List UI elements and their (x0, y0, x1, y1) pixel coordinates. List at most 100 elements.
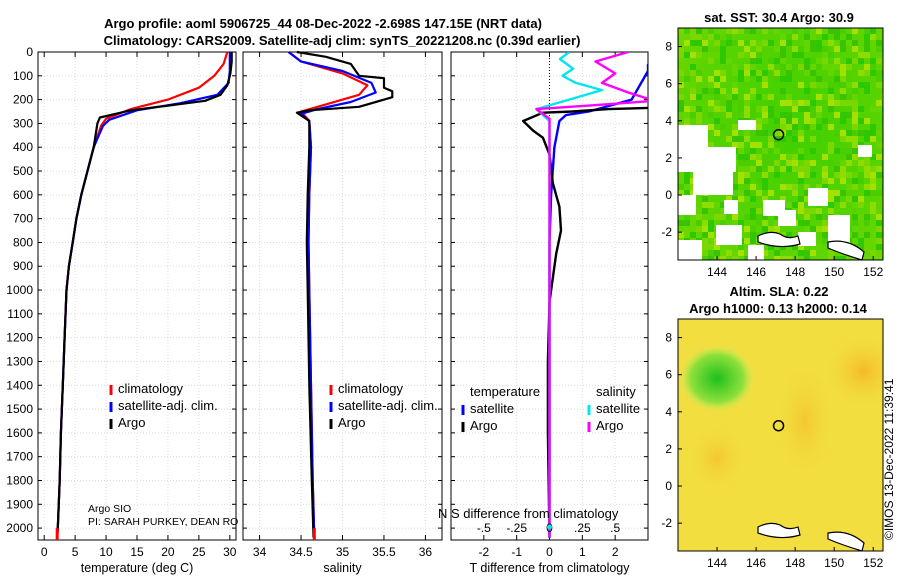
sst-pixel (852, 100, 858, 106)
sst-pixel (738, 76, 744, 82)
sst-pixel (846, 94, 852, 100)
sst-pixel (768, 40, 774, 46)
sst-pixel (828, 196, 834, 202)
sst-pixel (750, 142, 756, 148)
sst-no-data (716, 225, 742, 245)
sst-pixel (870, 136, 876, 142)
sst-pixel (750, 52, 756, 58)
sst-pixel (732, 40, 738, 46)
x-tick-label: 1 (579, 545, 586, 559)
sst-pixel (720, 220, 726, 226)
sst-pixel (678, 172, 684, 178)
sst-pixel (816, 136, 822, 142)
sst-pixel (762, 70, 768, 76)
sst-pixel (816, 40, 822, 46)
sst-pixel (738, 178, 744, 184)
sst-pixel (702, 88, 708, 94)
sst-pixel (744, 166, 750, 172)
sst-pixel (756, 154, 762, 160)
sst-pixel (708, 112, 714, 118)
sst-pixel (846, 82, 852, 88)
sst-pixel (804, 190, 810, 196)
sst-no-data (678, 240, 702, 260)
sst-pixel (756, 40, 762, 46)
sst-pixel (792, 34, 798, 40)
x-tick-label: 150 (824, 265, 844, 279)
sst-pixel (828, 208, 834, 214)
sst-pixel (786, 106, 792, 112)
sst-pixel (792, 154, 798, 160)
sst-pixel (768, 136, 774, 142)
sst-pixel (876, 70, 882, 76)
sst-pixel (768, 160, 774, 166)
sst-pixel (732, 70, 738, 76)
sst-pixel (852, 154, 858, 160)
sst-pixel (822, 154, 828, 160)
sst-pixel (690, 88, 696, 94)
map-frame (677, 318, 884, 552)
sst-pixel (846, 172, 852, 178)
sst-pixel (738, 196, 744, 202)
sst-pixel (834, 28, 840, 34)
sst-pixel (744, 70, 750, 76)
sst-pixel (762, 214, 768, 220)
sst-pixel (744, 52, 750, 58)
sst-pixel (870, 34, 876, 40)
legend-label: climatology (338, 381, 404, 396)
x-tick-label: 34 (253, 545, 267, 559)
sst-pixel (858, 52, 864, 58)
sst-pixel (804, 64, 810, 70)
legend-label: satellite-adj. clim. (118, 398, 218, 413)
sst-pixel (738, 148, 744, 154)
sst-pixel (852, 196, 858, 202)
y-tick-label: 1400 (6, 378, 33, 392)
sst-pixel (744, 40, 750, 46)
sst-pixel (852, 136, 858, 142)
x-tick-label: 150 (824, 556, 844, 570)
sst-pixel (738, 190, 744, 196)
sst-pixel (750, 232, 756, 238)
y-tick-label: 400 (13, 140, 33, 154)
sst-pixel (720, 124, 726, 130)
sst-pixel (678, 232, 684, 238)
sst-pixel (804, 184, 810, 190)
sst-pixel (750, 208, 756, 214)
coastline-new-britain (757, 231, 801, 248)
sst-no-data (778, 210, 796, 226)
sst-pixel (804, 46, 810, 52)
y-tick-label: 300 (13, 116, 33, 130)
sst-pixel (762, 178, 768, 184)
sst-pixel (732, 142, 738, 148)
sst-pixel (810, 28, 816, 34)
sst-pixel (810, 250, 816, 256)
sst-pixel (786, 232, 792, 238)
sst-pixel (708, 244, 714, 250)
sst-pixel (852, 142, 858, 148)
sst-pixel (798, 64, 804, 70)
sst-pixel (690, 112, 696, 118)
sst-pixel (816, 124, 822, 130)
sst-pixel (684, 40, 690, 46)
sst-pixel (714, 106, 720, 112)
sst-pixel (762, 106, 768, 112)
sst-pixel (750, 88, 756, 94)
sst-pixel (708, 250, 714, 256)
sst-pixel (750, 40, 756, 46)
sst-pixel (708, 100, 714, 106)
sst-pixel (786, 202, 792, 208)
sst-pixel (834, 82, 840, 88)
sst-pixel (708, 106, 714, 112)
sst-pixel (684, 28, 690, 34)
legend-label: satellite-adj. clim. (338, 398, 438, 413)
y-tick-label: 1800 (6, 473, 33, 487)
sst-pixel (738, 172, 744, 178)
info-partial-s: N (438, 506, 447, 521)
sst-pixel (708, 76, 714, 82)
sst-pixel (828, 148, 834, 154)
sst-pixel (750, 184, 756, 190)
sst-pixel (684, 76, 690, 82)
sst-pixel (678, 184, 684, 190)
sst-pixel (744, 154, 750, 160)
sst-pixel (774, 130, 780, 136)
sst-pixel (744, 64, 750, 70)
